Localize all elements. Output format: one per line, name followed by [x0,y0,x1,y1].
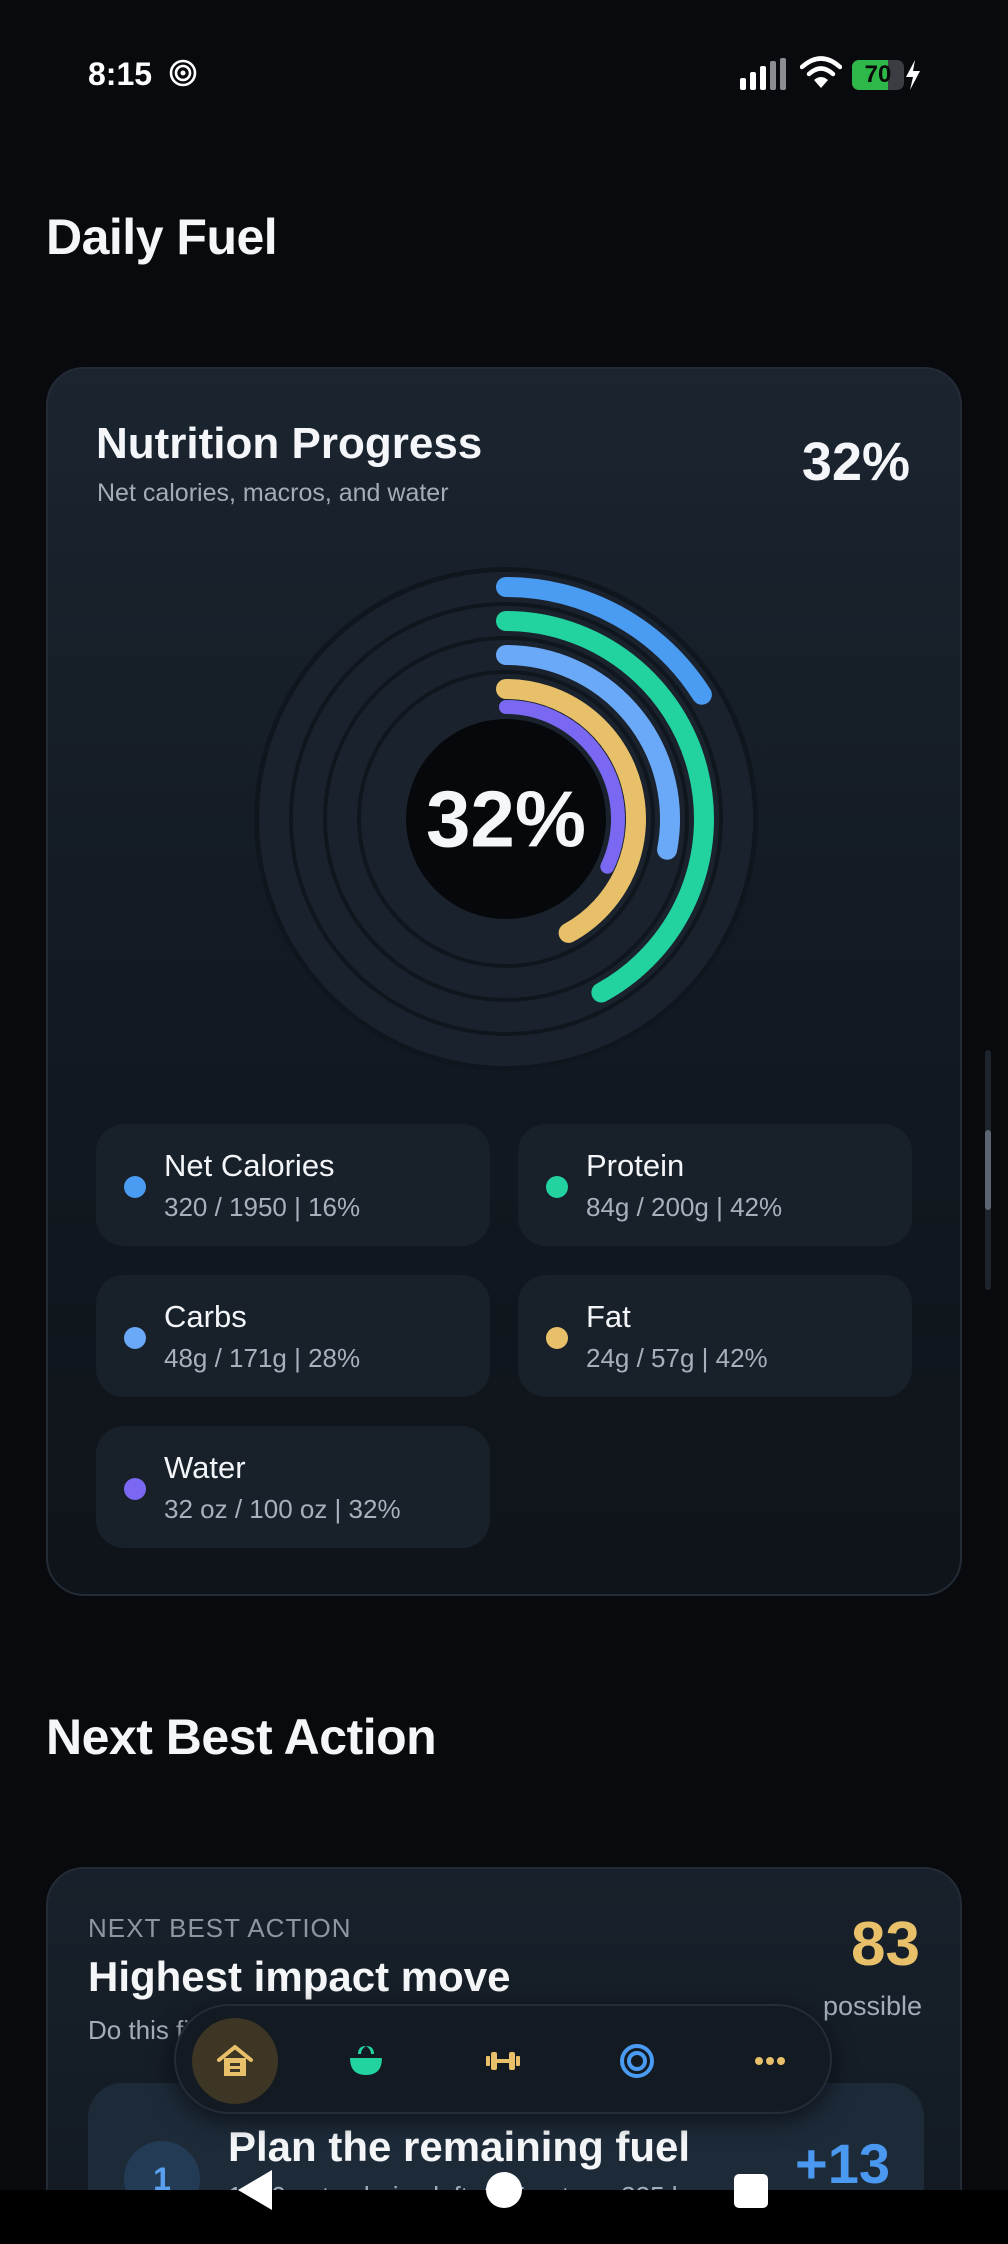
ring-arc-water [499,700,625,874]
tab-more[interactable] [727,2018,813,2104]
legend-item-water[interactable]: Water 32 oz / 100 oz | 32% [96,1426,490,1548]
legend-dot [546,1176,568,1198]
nutrition-ring-chart: 32% [254,567,758,1071]
battery-icon: 70 [852,60,904,90]
nba-score: 83 [851,1910,920,1979]
ring-arc-fat [496,679,646,943]
legend-item-carbs[interactable]: Carbs 48g / 171g | 28% [96,1275,490,1397]
home-button[interactable] [486,2172,522,2208]
legend-value: 48g / 171g | 28% [164,1343,361,1373]
legend-dot [124,1176,146,1198]
tab-training[interactable] [460,2018,546,2104]
status-time: 8:15 [88,56,153,92]
legend-name: Protein [586,1148,685,1183]
wifi-icon [800,56,842,88]
legend-dot [124,1327,146,1349]
overall-percent: 32% [801,432,910,492]
target-icon [620,2044,654,2078]
legend-value: 84g / 200g | 42% [586,1192,783,1222]
ring-center-label: 32% [426,775,586,864]
section-title-daily-fuel: Daily Fuel [46,209,278,265]
card-title: Nutrition Progress [96,419,483,468]
legend-name: Fat [586,1299,631,1334]
nba-eyebrow: NEXT BEST ACTION [88,1913,352,1943]
nba-title: Highest impact move [88,1953,511,2000]
legend-name: Net Calories [164,1148,335,1183]
cell-signal-icon [740,58,786,90]
ring-chart-center [402,715,610,923]
battery-level: 70 [864,61,892,88]
ring-arc-protein [496,611,714,1003]
charging-bolt-icon [906,60,920,90]
legend-dot [124,1478,146,1500]
dumbbell-icon [486,2052,520,2070]
section-title-next-best-action: Next Best Action [46,1709,437,1765]
step-gain: +13 [795,2132,890,2195]
tab-targets[interactable] [594,2018,680,2104]
recent-apps-button[interactable] [734,2174,768,2208]
ring-arc-carbs [496,645,680,860]
legend-item-protein[interactable]: Protein 84g / 200g | 42% [518,1124,912,1246]
legend-dot [546,1327,568,1349]
app-spiral-icon [169,59,197,87]
tab-nutrition[interactable] [323,2018,409,2104]
legend-item-net-calories[interactable]: Net Calories 320 / 1950 | 16% [96,1124,490,1246]
card-subtitle: Net calories, macros, and water [97,479,449,507]
tab-home[interactable] [192,2018,278,2104]
nba-score-label: possible [822,1991,922,2021]
back-icon[interactable] [234,2168,274,2212]
legend-value: 32 oz / 100 oz | 32% [164,1494,401,1524]
status-bar: 8:15 70 [0,0,1008,150]
legend-value: 320 / 1950 | 16% [164,1192,361,1222]
bowl-icon [350,2046,382,2075]
home-icon [217,2045,253,2076]
nutrition-progress-card[interactable]: Nutrition Progress Net calories, macros,… [46,367,962,1596]
legend-value: 24g / 57g | 42% [586,1343,768,1373]
legend-name: Carbs [164,1299,247,1334]
ring-arc-net-calories [496,577,712,705]
legend-name: Water [164,1450,246,1485]
more-icon [755,2057,785,2065]
bottom-tab-bar [174,2004,832,2114]
scrollbar-thumb[interactable] [985,1130,991,1210]
step-title: Plan the remaining fuel [228,2123,691,2170]
legend-item-fat[interactable]: Fat 24g / 57g | 42% [518,1275,912,1397]
battery-fill [852,60,889,90]
